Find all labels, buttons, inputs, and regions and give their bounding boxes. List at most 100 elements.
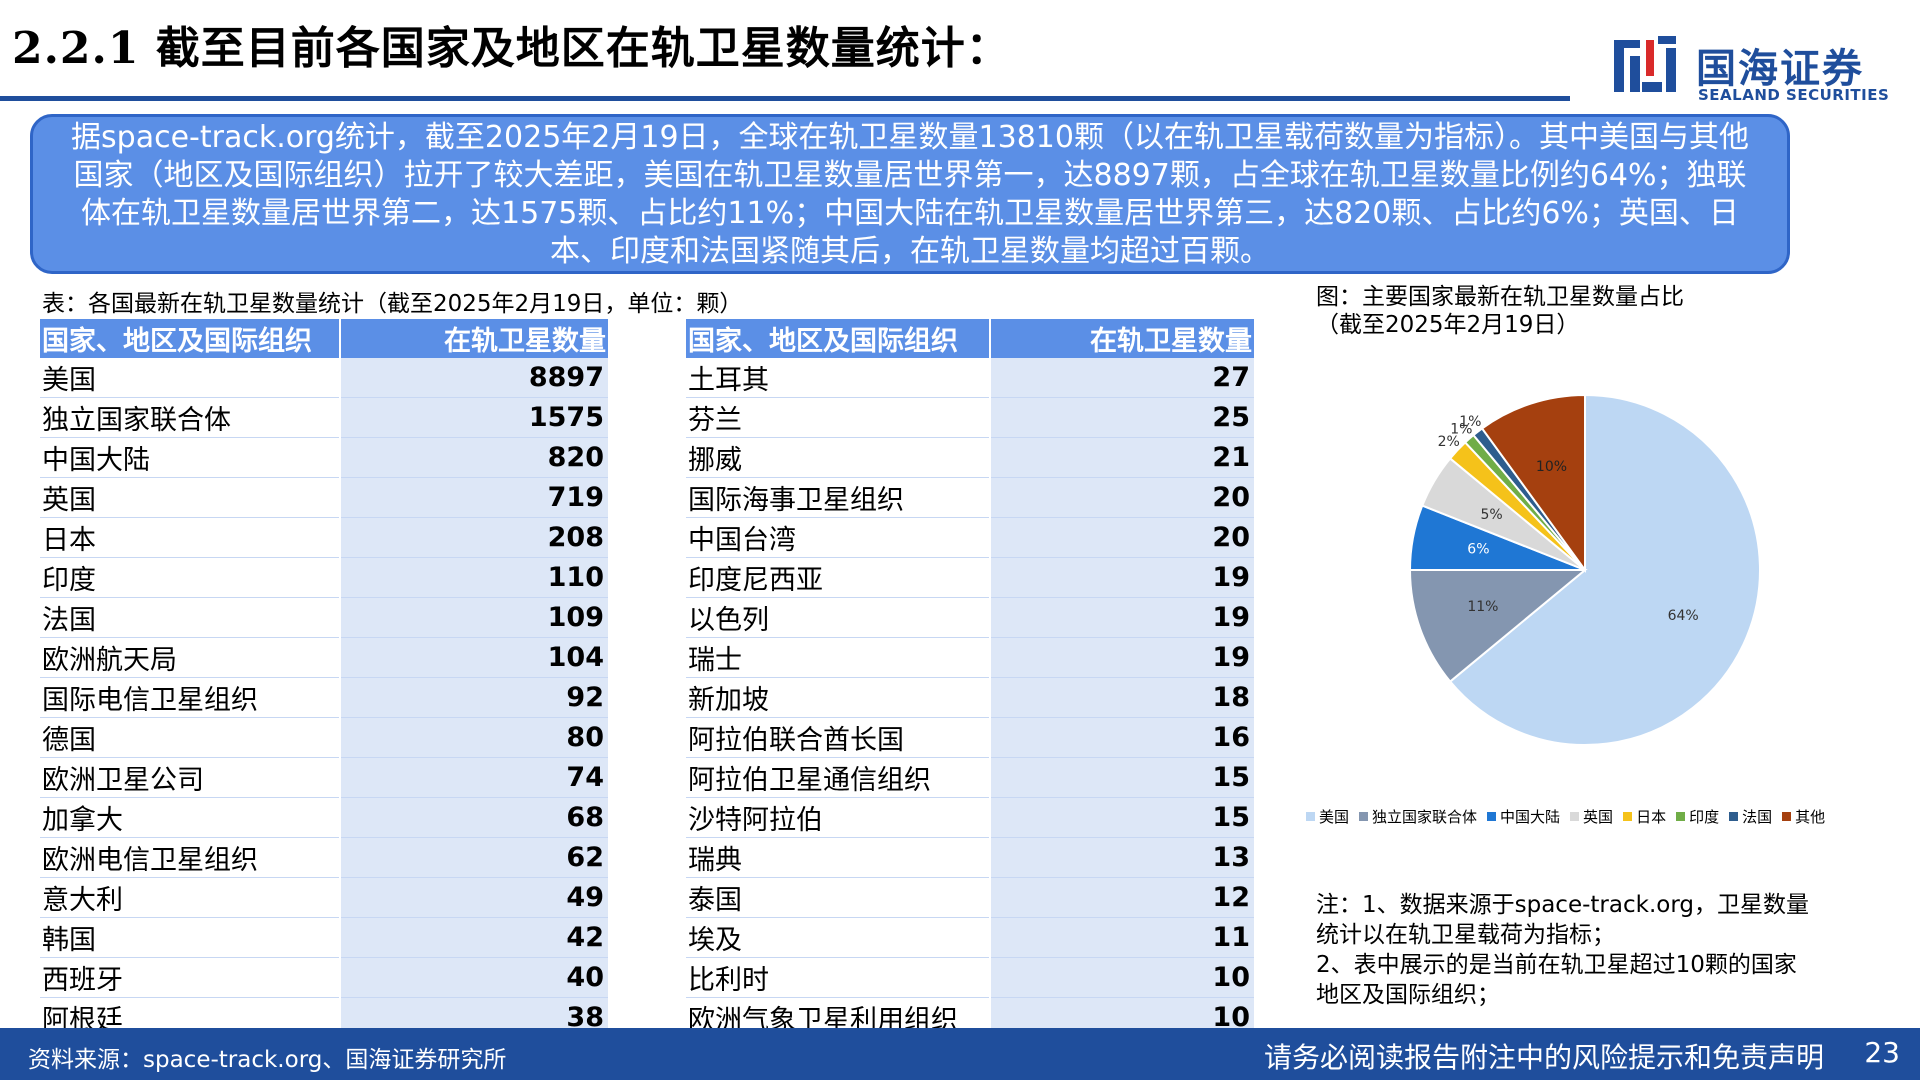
title-divider [0, 96, 1570, 101]
legend-label: 英国 [1583, 808, 1614, 826]
legend-swatch [1782, 812, 1792, 821]
table-header-row: 国家、地区及国际组织 在轨卫星数量 [40, 319, 608, 358]
table-row: 德国 80 [40, 717, 608, 758]
row-name: 国际海事卫星组织 [686, 477, 991, 518]
legend-swatch [1570, 812, 1580, 821]
row-name: 中国大陆 [40, 437, 341, 478]
source-text: 资料来源：space-track.org、国海证券研究所 [28, 1047, 507, 1073]
row-count: 27 [990, 358, 1254, 398]
table-row: 比利时 10 [686, 957, 1254, 998]
company-logo: 国海证券 SEALAND SECURITIES [1612, 30, 1889, 110]
row-count: 15 [990, 797, 1254, 838]
row-name: 埃及 [686, 917, 991, 958]
legend-swatch [1306, 812, 1315, 821]
row-count: 20 [990, 477, 1254, 518]
row-name: 意大利 [40, 877, 341, 918]
chart-caption-line: （截至2025年2月19日） [1316, 312, 1580, 338]
table-row: 欧洲卫星公司 74 [40, 757, 608, 798]
row-count: 80 [340, 717, 608, 758]
row-name: 德国 [40, 717, 341, 758]
row-count: 18 [990, 677, 1254, 718]
row-name: 以色列 [686, 597, 991, 638]
row-name: 挪威 [686, 437, 991, 478]
legend-item: 中国大陆 [1487, 806, 1560, 827]
row-count: 1575 [340, 397, 608, 438]
table-row: 印度尼西亚 19 [686, 557, 1254, 598]
legend-item: 日本 [1623, 806, 1666, 827]
row-name: 独立国家联合体 [40, 397, 341, 438]
table-row: 中国大陆 820 [40, 437, 608, 478]
table-row: 印度 110 [40, 557, 608, 598]
table-row: 泰国 12 [686, 877, 1254, 918]
pie-slice-8 [1480, 393, 1586, 574]
row-count: 719 [340, 477, 608, 518]
row-name: 西班牙 [40, 957, 341, 998]
legend-swatch [1359, 812, 1369, 821]
legend-swatch [1676, 812, 1686, 821]
pie-label-1: 64% [1668, 608, 1699, 624]
pie-slice-2 [1408, 569, 1588, 683]
table-row: 意大利 49 [40, 877, 608, 918]
row-count: 62 [340, 837, 608, 878]
header-name: 国家、地区及国际组织 [686, 319, 991, 358]
row-count: 40 [340, 957, 608, 998]
row-count: 11 [990, 917, 1254, 958]
legend-label: 中国大陆 [1500, 808, 1561, 826]
row-count: 74 [340, 757, 608, 798]
table-row: 新加坡 18 [686, 677, 1254, 718]
pie-label-6: 1% [1450, 422, 1472, 438]
table-row: 埃及 11 [686, 917, 1254, 958]
footer-bar: 资料来源：space-track.org、国海证券研究所 请务必阅读报告附注中的… [0, 1028, 1920, 1080]
row-count: 10 [990, 957, 1254, 998]
satellite-table-right: 国家、地区及国际组织 在轨卫星数量 土耳其 27 芬兰 25 挪威 21 国际海事卫星组织 2… [686, 319, 1254, 1080]
row-count: 109 [340, 597, 608, 638]
table-row: 中国台湾 20 [686, 517, 1254, 558]
row-count: 68 [340, 797, 608, 838]
sealand-logo-icon [1614, 36, 1676, 92]
legend-item: 法国 [1729, 806, 1772, 827]
legend-item: 独立国家联合体 [1359, 806, 1477, 827]
table-row: 国际海事卫星组织 20 [686, 477, 1254, 518]
row-name: 比利时 [686, 957, 991, 998]
table-row: 沙特阿拉伯 15 [686, 797, 1254, 838]
table-row: 日本 208 [40, 517, 608, 558]
summary-box: 据space-track.org统计，截至2025年2月19日，全球在轨卫星数量… [30, 114, 1790, 274]
legend-item: 印度 [1676, 806, 1719, 827]
row-name: 阿拉伯卫星通信组织 [686, 757, 991, 798]
disclaimer-text: 请务必阅读报告附注中的风险提示和免责声明 [1263, 1041, 1824, 1074]
legend-item: 英国 [1570, 806, 1613, 827]
row-count: 92 [340, 677, 608, 718]
row-count: 19 [990, 637, 1254, 678]
legend-label: 日本 [1636, 808, 1667, 826]
legend-item: 其他 [1782, 806, 1825, 827]
pie-chart: 64%11%6%5%2%1%1%10% [1408, 393, 1761, 746]
table-row: 土耳其 27 [686, 358, 1254, 398]
row-name: 中国台湾 [686, 517, 991, 558]
row-name: 欧洲电信卫星组织 [40, 837, 341, 878]
row-name: 泰国 [686, 877, 991, 918]
row-name: 英国 [40, 477, 341, 518]
row-name: 印度尼西亚 [686, 557, 991, 598]
legend-label: 其他 [1795, 808, 1826, 826]
chart-notes: 注：1、数据来源于space-track.org，卫星数量统计以在轨卫星载荷为指… [1316, 892, 1809, 1008]
row-count: 19 [990, 597, 1254, 638]
header-count: 在轨卫星数量 [340, 319, 608, 358]
row-count: 13 [990, 837, 1254, 878]
row-name: 沙特阿拉伯 [686, 797, 991, 838]
legend-swatch [1487, 812, 1497, 821]
row-name: 加拿大 [40, 797, 341, 838]
row-name: 法国 [40, 597, 341, 638]
table-row: 法国 109 [40, 597, 608, 638]
row-name: 欧洲航天局 [40, 637, 341, 678]
row-count: 820 [340, 437, 608, 478]
pie-label-2: 11% [1467, 599, 1498, 615]
row-name: 美国 [40, 358, 341, 398]
table-row: 挪威 21 [686, 437, 1254, 478]
legend-swatch [1623, 812, 1633, 821]
row-count: 15 [990, 757, 1254, 798]
row-count: 12 [990, 877, 1254, 918]
table-row: 加拿大 68 [40, 797, 608, 838]
table-row: 以色列 19 [686, 597, 1254, 638]
row-count: 25 [990, 397, 1254, 438]
row-name: 瑞士 [686, 637, 991, 678]
